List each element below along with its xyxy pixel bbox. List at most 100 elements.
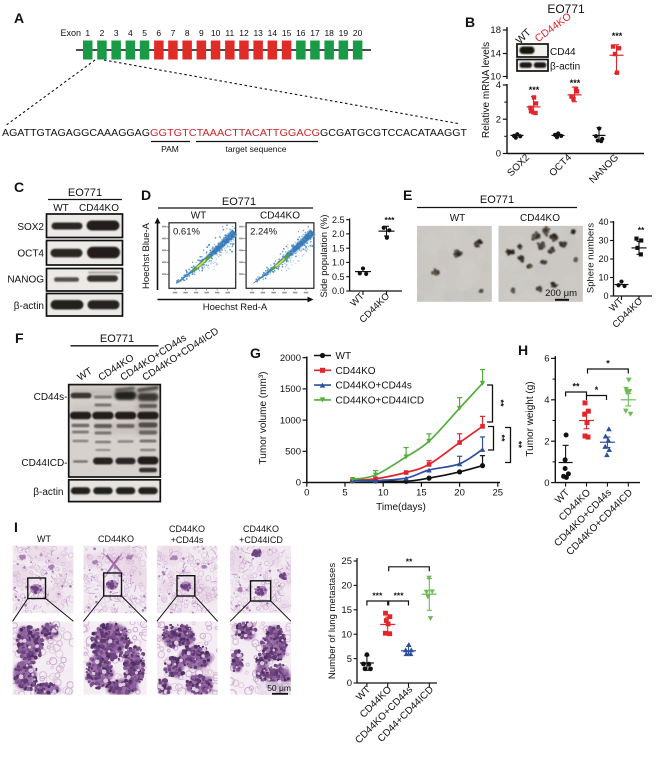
svg-text:200 μm: 200 μm xyxy=(545,288,577,299)
svg-text:2: 2 xyxy=(544,436,549,447)
svg-text:**: ** xyxy=(496,400,506,408)
svg-text:4: 4 xyxy=(496,80,501,91)
svg-text:18: 18 xyxy=(324,28,334,38)
svg-text:+CD44s: +CD44s xyxy=(171,535,204,545)
svg-text:0: 0 xyxy=(347,678,352,689)
svg-text:I: I xyxy=(14,519,18,535)
svg-text:Hoechst Red-A: Hoechst Red-A xyxy=(203,302,268,313)
svg-text:Tumor weight (g): Tumor weight (g) xyxy=(525,381,536,456)
svg-text:19: 19 xyxy=(339,28,349,38)
svg-text:6: 6 xyxy=(156,28,161,38)
svg-text:**: ** xyxy=(497,435,507,443)
svg-text:25: 25 xyxy=(493,488,504,499)
svg-text:0.0: 0.0 xyxy=(332,286,345,296)
svg-text:***: *** xyxy=(529,85,540,95)
svg-text:0: 0 xyxy=(496,149,501,160)
svg-text:OCT4: OCT4 xyxy=(17,249,44,260)
svg-text:0: 0 xyxy=(603,291,608,301)
svg-text:**: ** xyxy=(514,441,524,449)
svg-text:β-actin: β-actin xyxy=(33,487,63,498)
svg-text:WT: WT xyxy=(53,203,69,214)
svg-text:B: B xyxy=(465,14,475,30)
svg-text:20: 20 xyxy=(353,28,363,38)
svg-text:CD44KO: CD44KO xyxy=(520,213,560,224)
svg-text:10: 10 xyxy=(211,28,221,38)
svg-text:15: 15 xyxy=(341,605,352,616)
svg-text:*: * xyxy=(595,385,599,395)
svg-text:CD44ICD-: CD44ICD- xyxy=(21,458,67,469)
svg-text:1000: 1000 xyxy=(280,415,301,426)
svg-text:1.5: 1.5 xyxy=(332,243,345,253)
svg-text:10: 10 xyxy=(378,488,389,499)
svg-text:2.24%: 2.24% xyxy=(250,226,277,237)
svg-text:CD44KO: CD44KO xyxy=(79,203,119,214)
svg-text:***: *** xyxy=(570,78,581,88)
svg-text:***: *** xyxy=(385,215,396,225)
svg-text:C: C xyxy=(14,179,24,195)
svg-text:AGATTGTAGAGGCAAAGGAG: AGATTGTAGAGGCAAAGGAG xyxy=(2,128,150,139)
svg-text:30: 30 xyxy=(598,236,608,246)
svg-text:Number of lung metastases: Number of lung metastases xyxy=(327,563,338,679)
svg-text:1500: 1500 xyxy=(280,384,301,395)
svg-text:CD44KO: CD44KO xyxy=(98,534,134,544)
svg-text:11: 11 xyxy=(225,28,234,38)
svg-text:20: 20 xyxy=(341,581,352,592)
svg-text:CD44: CD44 xyxy=(550,47,576,58)
svg-text:target sequence: target sequence xyxy=(226,144,287,154)
svg-text:EO771: EO771 xyxy=(68,187,102,199)
svg-text:5: 5 xyxy=(142,28,147,38)
svg-text:50 μm: 50 μm xyxy=(267,683,291,693)
svg-text:20: 20 xyxy=(598,254,608,264)
svg-text:WT: WT xyxy=(450,213,466,224)
svg-text:D: D xyxy=(141,187,151,203)
svg-text:4: 4 xyxy=(128,28,133,38)
svg-text:10: 10 xyxy=(598,273,608,283)
svg-text:**: ** xyxy=(572,382,580,392)
svg-text:14: 14 xyxy=(268,28,278,38)
svg-text:G: G xyxy=(250,345,261,361)
svg-text:CD44KO: CD44KO xyxy=(336,366,376,377)
svg-text:***: *** xyxy=(394,591,405,601)
svg-text:15: 15 xyxy=(282,28,292,38)
svg-text:CD44KO: CD44KO xyxy=(243,524,279,534)
svg-text:20: 20 xyxy=(454,488,465,499)
svg-text:GCGATGCGTCCACATAAGGT: GCGATGCGTCCACATAAGGT xyxy=(320,128,467,139)
svg-text:14: 14 xyxy=(490,49,501,60)
svg-text:5: 5 xyxy=(347,654,352,665)
svg-text:40: 40 xyxy=(598,217,608,227)
svg-text:7: 7 xyxy=(171,28,176,38)
svg-text:WT: WT xyxy=(191,211,207,222)
svg-text:15: 15 xyxy=(416,488,427,499)
svg-text:PAM: PAM xyxy=(161,144,179,154)
svg-text:CD44KO: CD44KO xyxy=(169,524,205,534)
svg-text:CD44KO+CD44s: CD44KO+CD44s xyxy=(336,381,412,392)
svg-text:NANOG: NANOG xyxy=(7,275,44,286)
svg-text:0: 0 xyxy=(296,478,301,489)
svg-text:Side population (%): Side population (%) xyxy=(319,215,330,298)
svg-text:2: 2 xyxy=(496,114,501,125)
svg-text:Sphere numbers: Sphere numbers xyxy=(586,223,597,293)
svg-text:CD44KO: CD44KO xyxy=(260,211,300,222)
svg-text:EO771: EO771 xyxy=(100,333,134,345)
svg-text:17: 17 xyxy=(310,28,320,38)
svg-text:Tumor volume (mm³): Tumor volume (mm³) xyxy=(258,372,269,465)
svg-text:Time(days): Time(days) xyxy=(376,502,426,513)
svg-text:H: H xyxy=(518,342,528,358)
svg-text:0: 0 xyxy=(304,488,309,499)
svg-text:10: 10 xyxy=(341,629,352,640)
svg-text:β-actin: β-actin xyxy=(550,62,580,73)
svg-text:1.0: 1.0 xyxy=(332,258,345,268)
svg-text:β-actin: β-actin xyxy=(14,301,44,312)
svg-text:2.5: 2.5 xyxy=(332,215,345,225)
svg-text:F: F xyxy=(15,330,24,346)
svg-text:CD44KO+CD44ICD: CD44KO+CD44ICD xyxy=(336,395,425,406)
svg-text:EO771: EO771 xyxy=(222,196,256,208)
svg-text:WT: WT xyxy=(336,351,352,362)
svg-text:E: E xyxy=(403,187,412,203)
svg-text:SOX2: SOX2 xyxy=(17,222,44,233)
svg-text:GGTGTCTAAACTTACATTGGACG: GGTGTCTAAACTTACATTGGACG xyxy=(150,128,320,139)
svg-text:25: 25 xyxy=(341,556,352,567)
svg-text:9: 9 xyxy=(199,28,204,38)
svg-text:6: 6 xyxy=(544,354,549,365)
svg-text:2: 2 xyxy=(100,28,105,38)
